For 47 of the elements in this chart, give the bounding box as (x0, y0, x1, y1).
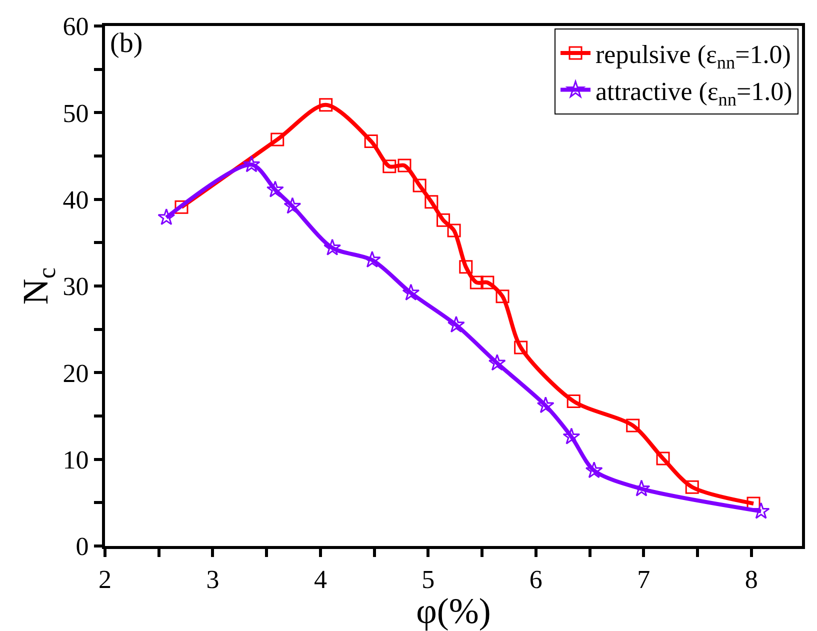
y-tick-label: 20 (62, 358, 89, 388)
y-tick-label: 50 (62, 98, 89, 128)
y-tick-label: 10 (62, 445, 89, 474)
point (470, 276, 484, 290)
point (266, 180, 284, 198)
point (174, 200, 188, 214)
x-tick-label: 6 (529, 565, 542, 594)
point (752, 502, 770, 519)
point (562, 428, 580, 444)
point (424, 195, 438, 209)
x-tick-label: 2 (98, 565, 112, 594)
point (436, 213, 450, 227)
annotation: (b) (110, 28, 143, 59)
point (459, 260, 473, 274)
point (242, 156, 260, 172)
point (626, 418, 640, 432)
point (566, 394, 580, 408)
point (685, 480, 699, 494)
point (319, 98, 333, 112)
point (447, 316, 465, 333)
legend-label: attractive (ε$_{nn}$=1.0) (596, 76, 792, 110)
point (488, 354, 506, 371)
point (364, 134, 378, 148)
point (480, 276, 494, 290)
point (447, 224, 461, 238)
y-tick-label: 0 (76, 532, 89, 562)
y-tick-label: 30 (62, 272, 89, 302)
legend-label: repulsive (ε$_{nn}$=1.0) (596, 40, 791, 73)
point (496, 290, 510, 304)
point (284, 197, 302, 214)
x-tick-label: 3 (206, 565, 220, 594)
x-tick-label: 8 (744, 565, 758, 594)
y-tick-label: 60 (62, 12, 89, 42)
point (382, 160, 396, 174)
point (324, 238, 342, 256)
point (536, 396, 554, 414)
point (585, 461, 603, 478)
point (412, 178, 426, 192)
point (656, 452, 670, 466)
point (398, 158, 412, 172)
point (270, 132, 284, 146)
point (514, 340, 528, 354)
point (402, 284, 420, 300)
x-tick-label: 7 (637, 565, 650, 594)
y-tick-label: 40 (62, 185, 89, 214)
x-tick-label: 4 (314, 565, 327, 594)
point (158, 208, 176, 226)
